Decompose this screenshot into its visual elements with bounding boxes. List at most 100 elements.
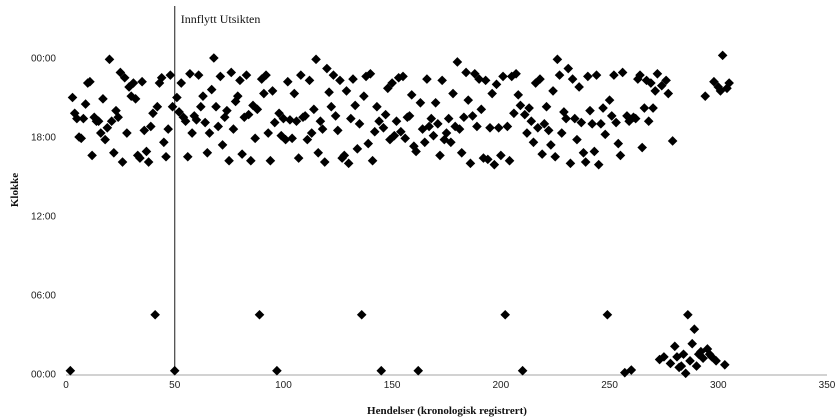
data-point — [585, 105, 595, 116]
data-point — [187, 128, 197, 138]
data-point — [113, 112, 123, 123]
data-point — [720, 359, 730, 370]
data-point — [72, 113, 82, 124]
data-point — [683, 309, 693, 320]
data-point — [591, 70, 602, 80]
data-point — [254, 309, 265, 320]
data-point — [661, 75, 671, 86]
data-point — [104, 54, 115, 65]
data-point — [659, 352, 669, 362]
data-point — [543, 125, 554, 136]
data-point — [500, 309, 511, 320]
data-point — [541, 101, 552, 112]
data-point — [165, 70, 176, 80]
data-point — [374, 116, 384, 126]
data-point — [474, 74, 484, 84]
move-in-annotation: Innflytt Utsikten — [181, 12, 261, 26]
data-point — [639, 103, 650, 113]
data-point — [326, 101, 337, 112]
data-point — [119, 72, 130, 83]
data-point — [461, 67, 471, 78]
y-axis-title: Klokke — [9, 173, 21, 207]
data-point — [367, 155, 378, 166]
data-point — [548, 86, 558, 96]
data-point — [322, 63, 332, 74]
data-point — [300, 111, 310, 121]
data-point — [278, 113, 289, 124]
data-point — [689, 324, 700, 335]
data-point — [100, 134, 110, 145]
data-point — [272, 365, 282, 376]
data-point — [378, 122, 389, 133]
data-point — [161, 151, 171, 162]
data-point — [215, 71, 226, 82]
data-point — [515, 100, 526, 111]
data-point — [409, 141, 419, 152]
data-point — [606, 111, 617, 121]
data-point — [261, 70, 271, 80]
data-point — [228, 124, 239, 134]
data-point — [354, 119, 365, 129]
data-point — [437, 75, 447, 86]
data-point — [78, 113, 89, 124]
annotations: Innflytt Utsikten — [174, 6, 261, 375]
data-point — [209, 53, 219, 63]
data-point — [617, 67, 628, 78]
data-point — [650, 86, 661, 96]
data-point — [306, 128, 317, 138]
data-point — [546, 140, 556, 150]
data-point — [433, 119, 443, 129]
data-point — [676, 361, 687, 371]
data-point — [563, 63, 574, 74]
data-point — [265, 155, 276, 166]
data-point — [213, 121, 223, 132]
data-point — [393, 72, 404, 83]
data-point — [372, 101, 382, 112]
data-point — [469, 69, 480, 79]
data-point — [180, 116, 191, 126]
y-tick-label: 00:00 — [31, 370, 56, 381]
data-point — [552, 54, 563, 65]
data-point — [426, 113, 437, 124]
data-point — [130, 94, 141, 104]
data-point — [365, 69, 376, 79]
data-point — [65, 365, 76, 376]
x-tick-label: 150 — [384, 380, 401, 391]
data-point — [259, 88, 269, 99]
data-point — [483, 154, 493, 165]
data-point — [335, 75, 345, 86]
y-tick-label: 18:00 — [31, 133, 56, 144]
data-point — [430, 97, 441, 108]
data-point — [537, 149, 547, 159]
data-point — [274, 108, 284, 119]
data-point — [685, 356, 695, 366]
data-point — [711, 356, 721, 366]
data-point — [337, 153, 347, 163]
data-point — [509, 108, 519, 119]
data-point — [115, 67, 126, 78]
data-point — [524, 103, 534, 113]
x-tick-label: 50 — [169, 380, 181, 391]
data-point — [117, 157, 128, 167]
data-point — [122, 128, 132, 138]
data-point — [452, 57, 463, 67]
data-point — [415, 97, 426, 108]
data-point — [189, 111, 200, 121]
x-tick-label: 300 — [710, 380, 727, 391]
data-point — [630, 113, 641, 124]
data-point — [313, 148, 324, 158]
data-point — [141, 146, 152, 157]
data-point — [287, 133, 297, 144]
data-point — [580, 157, 591, 167]
data-point — [428, 130, 439, 141]
data-point — [145, 121, 156, 132]
data-point — [232, 91, 243, 101]
data-point — [143, 157, 154, 167]
data-point — [361, 71, 371, 82]
data-point — [198, 91, 208, 101]
data-point — [152, 101, 163, 112]
data-point — [263, 128, 274, 138]
data-point — [193, 70, 204, 80]
data-point — [376, 365, 387, 376]
data-point — [256, 74, 267, 84]
